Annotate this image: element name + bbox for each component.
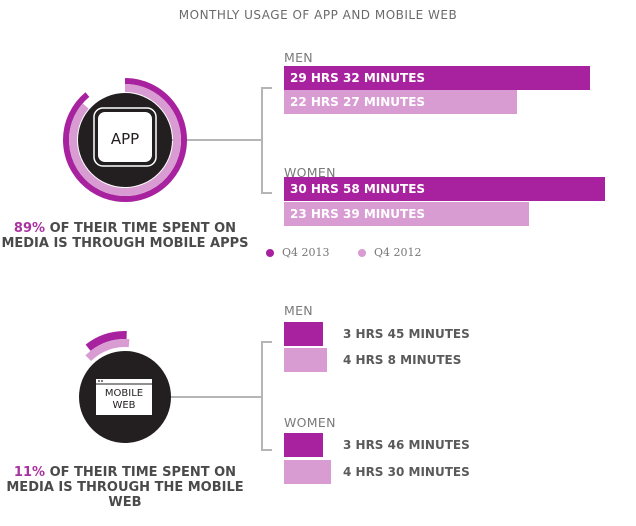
group-label-men: MEN xyxy=(284,303,313,318)
ring-q4-2012 xyxy=(69,84,181,196)
legend-label: Q4 2012 xyxy=(374,246,422,259)
bar-value-label: 3 HRS 46 MINUTES xyxy=(343,438,470,452)
group-label-women: WOMEN xyxy=(284,165,336,180)
app-pct: 89% xyxy=(13,221,46,236)
bar-value-label: 22 HRS 27 MINUTES xyxy=(290,95,426,109)
app-icon-outline xyxy=(93,107,157,167)
app-caption: 89% OF THEIR TIME SPENT ON MEDIA IS THRO… xyxy=(0,221,250,251)
bar-q4-2012 xyxy=(284,348,327,372)
ring-q4-2013 xyxy=(85,331,127,351)
browser-window-icon xyxy=(96,379,152,415)
chart-title: MONTHLY USAGE OF APP AND MOBILE WEB xyxy=(178,8,458,22)
bar-value-label: 4 HRS 30 MINUTES xyxy=(343,465,470,479)
bar-q4-2012 xyxy=(284,202,530,226)
app-caption-text: OF THEIR TIME SPENT ON MEDIA IS THROUGH … xyxy=(1,221,249,251)
bracket xyxy=(261,341,272,451)
browser-dot xyxy=(98,380,100,382)
web-caption-text: OF THEIR TIME SPENT ON MEDIA IS THROUGH … xyxy=(6,465,244,510)
group-label-men: MEN xyxy=(284,50,313,65)
bar-q4-2013 xyxy=(284,177,605,201)
bar-q4-2013 xyxy=(284,433,324,457)
bar-q4-2013 xyxy=(284,322,323,346)
browser-dot xyxy=(101,380,103,382)
group-label-women: WOMEN xyxy=(284,415,336,430)
app-icon xyxy=(98,112,152,162)
icon-label: WEB xyxy=(112,400,135,411)
web-caption: 11% OF THEIR TIME SPENT ON MEDIA IS THRO… xyxy=(0,465,250,510)
ring-q4-2012 xyxy=(85,339,130,362)
legend-dot xyxy=(358,249,366,257)
legend-label: Q4 2013 xyxy=(282,246,330,259)
bar-value-label: 3 HRS 45 MINUTES xyxy=(343,327,470,341)
legend-dot xyxy=(266,249,274,257)
bar-value-label: 30 HRS 58 MINUTES xyxy=(290,182,426,196)
bar-value-label: 4 HRS 8 MINUTES xyxy=(343,353,462,367)
bar-q4-2012 xyxy=(284,460,331,484)
icon-label: MOBILE xyxy=(105,388,143,399)
legend-q4-2013: Q4 2013 xyxy=(266,246,330,259)
web-pct: 11% xyxy=(13,465,46,480)
legend-q4-2012: Q4 2012 xyxy=(358,246,422,259)
bracket xyxy=(261,87,272,194)
app-icon-label: APP xyxy=(111,130,139,148)
bar-q4-2012 xyxy=(284,90,517,114)
bar-q4-2013 xyxy=(284,66,591,90)
bar-value-label: 29 HRS 32 MINUTES xyxy=(290,71,426,85)
ring-q4-2013 xyxy=(63,78,187,202)
bar-value-label: 23 HRS 39 MINUTES xyxy=(290,207,426,221)
